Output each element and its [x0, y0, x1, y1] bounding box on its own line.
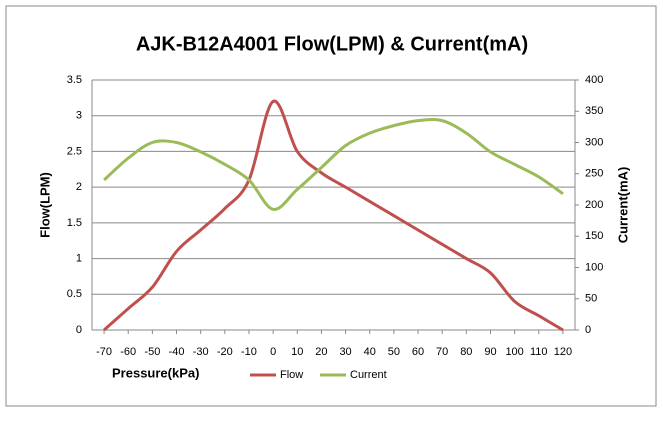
- series-line: [103, 99, 564, 332]
- y-tick-label: 1: [76, 252, 82, 264]
- chart-title: AJK-B12A4001 Flow(LPM) & Current(mA): [136, 33, 528, 55]
- y2-tick-label: 400: [585, 74, 603, 86]
- x-tick-label: 10: [291, 346, 303, 358]
- x-tick-label: 110: [530, 346, 548, 358]
- y2-tick-label: 350: [585, 105, 603, 117]
- y2-axis-title: Current(mA): [615, 167, 630, 244]
- y2-tick-label: 150: [585, 230, 603, 242]
- y-tick-label: 3.5: [67, 74, 82, 86]
- x-tick-label: 0: [270, 346, 276, 358]
- y-tick-label: 2: [76, 181, 82, 193]
- x-tick-label: -60: [120, 346, 136, 358]
- x-tick-label: 30: [339, 346, 351, 358]
- x-tick-label: -70: [96, 346, 112, 358]
- x-tick-label: 20: [315, 346, 327, 358]
- x-tick-label: 60: [412, 346, 424, 358]
- y-axis-title: Flow(LPM): [37, 172, 52, 238]
- x-tick-label: 50: [388, 346, 400, 358]
- x-tick-label: 100: [505, 346, 523, 358]
- x-tick-label: 80: [460, 346, 472, 358]
- x-tick-label: -40: [169, 346, 185, 358]
- x-tick-label: -50: [144, 346, 160, 358]
- x-axis-title: Pressure(kPa): [112, 365, 199, 380]
- y2-tick-label: 0: [585, 324, 591, 336]
- y-tick-label: 3: [76, 110, 82, 122]
- y2-tick-label: 200: [585, 199, 603, 211]
- x-tick-label: -10: [241, 346, 257, 358]
- legend-label: Current: [350, 369, 387, 381]
- y-tick-label: 2.5: [67, 145, 82, 157]
- x-tick-label: -20: [217, 346, 233, 358]
- y2-tick-label: 300: [585, 136, 603, 148]
- x-tick-label: 40: [364, 346, 376, 358]
- y2-tick-label: 50: [585, 293, 597, 305]
- x-tick-label: 120: [554, 346, 572, 358]
- legend-label: Flow: [280, 369, 303, 381]
- x-tick-label: 70: [436, 346, 448, 358]
- y-tick-label: 0: [76, 324, 82, 336]
- y-tick-label: 0.5: [67, 288, 82, 300]
- x-tick-label: 90: [484, 346, 496, 358]
- y-tick-label: 1.5: [67, 217, 82, 229]
- series-line: [103, 117, 564, 211]
- x-tick-label: -30: [193, 346, 209, 358]
- y2-tick-label: 100: [585, 261, 603, 273]
- chart-frame: [5, 5, 657, 407]
- y2-tick-label: 250: [585, 168, 603, 180]
